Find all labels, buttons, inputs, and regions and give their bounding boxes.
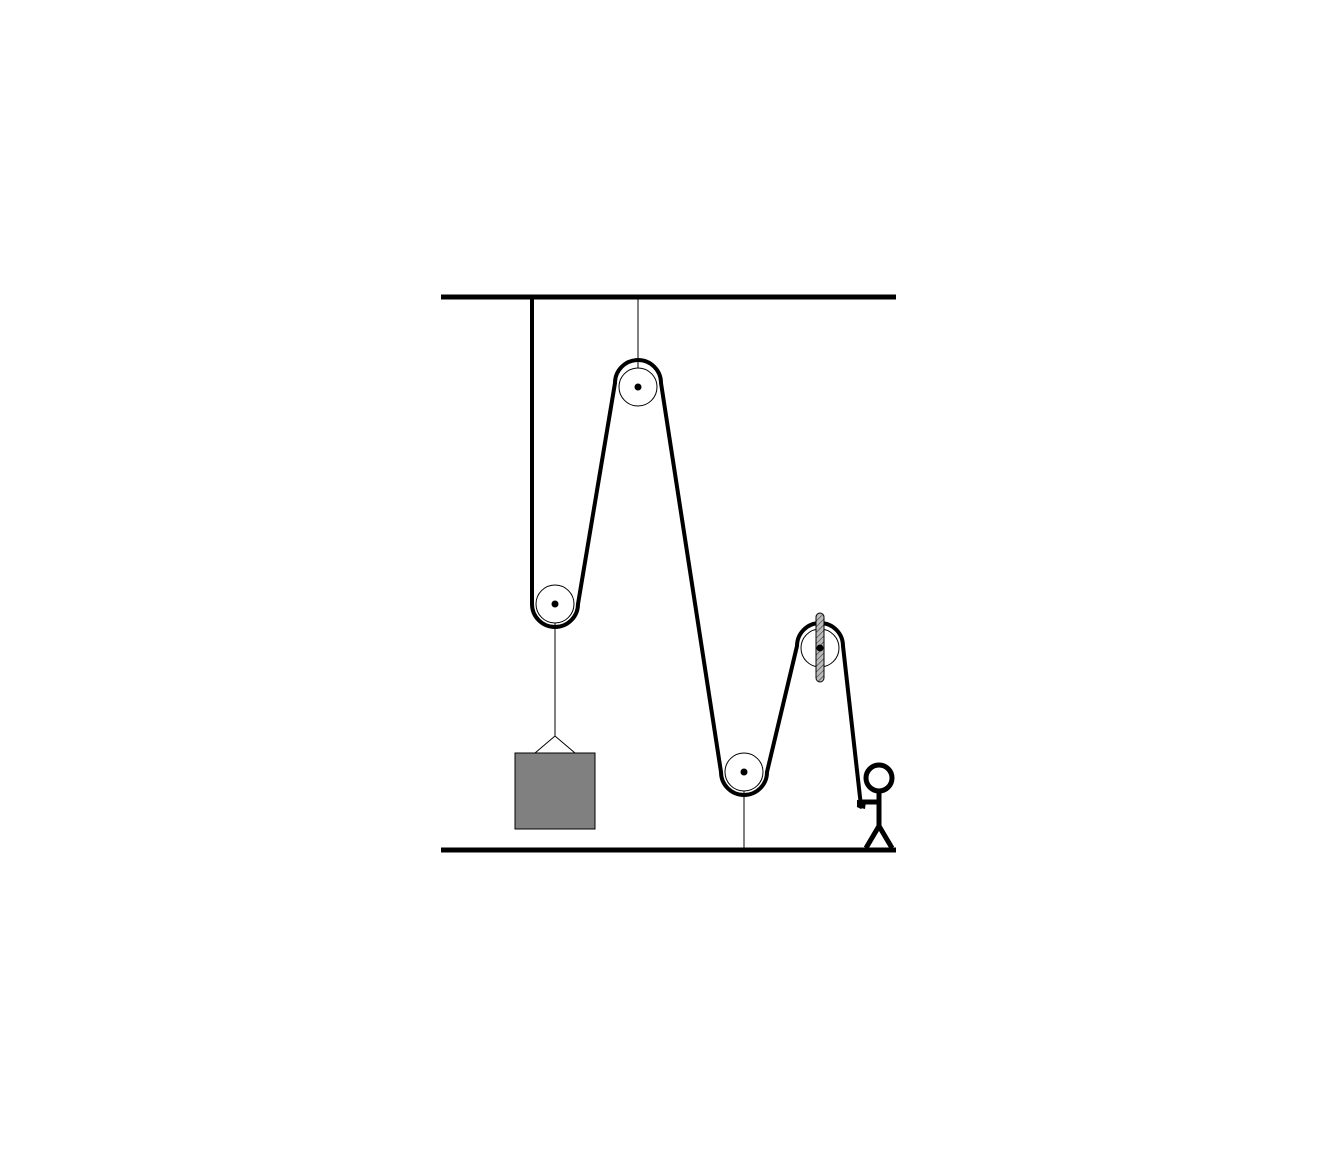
pulley-floor — [724, 752, 764, 792]
pulley-upper — [618, 367, 658, 407]
pulley-lower-left — [535, 584, 575, 624]
person-hand — [857, 800, 866, 809]
person-head — [863, 762, 895, 794]
load-sling — [534, 735, 576, 754]
person-legs — [863, 821, 895, 850]
load-box — [514, 752, 596, 830]
pulley-right — [800, 612, 840, 683]
person-figure — [856, 762, 895, 850]
rope — [530, 299, 863, 807]
